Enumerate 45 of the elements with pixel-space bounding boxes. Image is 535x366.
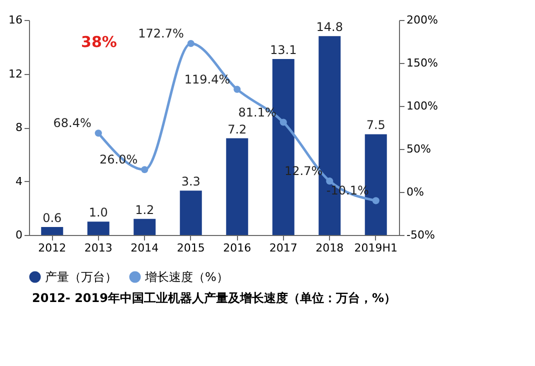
data-label: 13.1 [270, 42, 297, 57]
legend-label: 产量（万台） [45, 270, 117, 284]
data-label: 68.4% [53, 116, 92, 130]
x-tick-label: 2018 [316, 242, 344, 254]
y-tick-label: 12 [8, 67, 22, 80]
y2-tick-label: 50% [406, 142, 431, 156]
x-tick-label: 2016 [223, 242, 252, 254]
y-tick-label: 4 [16, 174, 22, 188]
bar [180, 190, 202, 235]
data-label: 1.2 [135, 202, 154, 217]
point [372, 197, 380, 204]
bar [226, 138, 248, 235]
y2-tick-label: -50% [406, 228, 435, 242]
point [141, 166, 148, 174]
bar [87, 222, 110, 235]
data-label: 14.8 [316, 20, 343, 34]
data-label: 0.6 [42, 210, 62, 225]
point [326, 178, 334, 185]
x-tick-label: 2012 [38, 242, 66, 254]
x-tick-label: 2019H1 [354, 242, 398, 254]
point [234, 86, 241, 93]
y2-tick-label: 0% [406, 186, 424, 198]
y2-tick-label: 150% [406, 56, 438, 70]
y-tick-label: 0 [16, 228, 22, 242]
x-tick-label: 2015 [176, 242, 205, 254]
y-tick-label: 8 [16, 121, 22, 134]
x-tick-label: 2017 [269, 242, 298, 254]
point [187, 40, 194, 48]
data-label: 3.3 [181, 174, 200, 189]
bar [134, 218, 156, 235]
y-tick-label: 16 [8, 14, 22, 26]
y2-tick-label: 200% [406, 14, 438, 26]
data-label: 7.2 [228, 122, 247, 136]
text: 2012- 2019年中国工业机器人产量及增长速度（单位：万台，%） [32, 291, 396, 305]
y2-tick-label: 100% [406, 100, 438, 112]
data-label: 1.0 [88, 206, 108, 220]
bar [41, 226, 64, 235]
legend-label: 增长速度（%） [144, 270, 228, 284]
annotation: 38% [81, 33, 117, 51]
data-label: 172.7% [138, 26, 184, 40]
point [94, 130, 102, 137]
data-label: 7.5 [366, 118, 386, 132]
x-tick-label: 2014 [130, 242, 159, 254]
x-tick-label: 2013 [84, 242, 112, 254]
point [280, 118, 287, 126]
